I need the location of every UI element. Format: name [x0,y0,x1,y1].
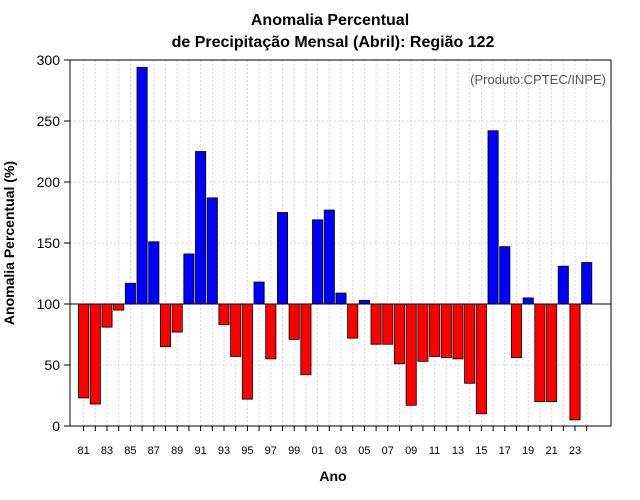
y-axis-ticks: 0 50 100 150 200 250 300 [37,52,70,434]
x-tick-label: 93 [218,445,230,457]
bar-20 [534,303,546,402]
bar-83 [101,303,113,328]
x-tick-label: 13 [452,445,464,457]
x-tick-label: 95 [241,445,253,457]
bar-23 [569,303,581,421]
x-tick-label: 07 [382,445,394,457]
x-axis-label: Ano [319,468,346,484]
bar-06 [370,303,382,345]
y-tick-label: 50 [44,357,60,373]
bar-88 [159,303,171,348]
bar-01 [312,219,324,305]
x-tick-label: 23 [569,445,581,457]
bar-84 [113,303,125,311]
bar-03 [335,292,347,305]
chart-title-line1: Anomalia Percentual [251,12,409,29]
x-tick-label: 11 [429,445,440,457]
bars [78,66,593,421]
bar-19 [522,297,534,305]
y-tick-label: 150 [37,235,61,251]
x-tick-label: 09 [405,445,417,457]
bar-11 [429,303,441,357]
x-tick-label: 97 [265,445,277,457]
x-tick-label: 21 [545,445,557,457]
y-tick-label: 300 [37,52,61,68]
bar-13 [452,303,464,360]
bar-98 [276,212,288,305]
bar-82 [89,303,101,405]
x-tick-label: 01 [311,445,323,457]
x-tick-label: 85 [124,445,136,457]
bar-90 [183,253,195,305]
grid-lines [70,59,611,427]
bar-21 [546,303,558,402]
x-tick-label: 91 [194,445,206,457]
bar-95 [241,303,253,400]
x-tick-label: 15 [475,445,487,457]
bar-92 [206,197,218,305]
y-tick-label: 0 [52,418,60,434]
bar-87 [148,241,160,305]
y-tick-label: 200 [37,174,61,190]
bar-00 [300,303,312,376]
bar-86 [136,66,148,305]
x-tick-label: 89 [171,445,183,457]
x-tick-label: 19 [522,445,534,457]
bar-91 [195,151,207,305]
y-tick-label: 250 [37,113,61,129]
bar-14 [464,303,476,384]
bar-81 [78,303,90,399]
bar-85 [124,282,136,305]
bar-99 [288,303,300,340]
bar-12 [440,303,452,359]
bar-17 [499,246,511,305]
bar-09 [405,303,417,406]
bar-22 [557,265,569,305]
x-tick-label: 81 [77,445,89,457]
x-tick-label: 05 [358,445,370,457]
bar-24 [581,262,593,305]
bar-97 [265,303,277,360]
bar-07 [382,303,394,345]
bar-15 [475,303,487,415]
x-tick-label: 03 [335,445,347,457]
chart-title-line2: de Precipitação Mensal (Abril): Região 1… [172,34,495,51]
y-tick-label: 100 [37,296,61,312]
bar-05 [358,299,370,305]
bar-02 [323,209,335,305]
x-axis-ticks: 81 83 85 87 89 91 93 95 97 99 01 03 05 07 09 11 13 15 17 19… [77,426,588,457]
bar-10 [417,303,429,362]
bar-04 [347,303,359,339]
bar-93 [218,303,230,326]
bar-18 [510,303,522,359]
bar-94 [230,303,242,357]
bar-96 [253,281,265,305]
x-tick-label: 17 [499,445,511,457]
bar-89 [171,303,183,333]
x-tick-label: 99 [288,445,300,457]
bar-08 [393,303,405,365]
x-tick-label: 83 [101,445,113,457]
x-tick-label: 87 [148,445,160,457]
source-note: (Produto:CPTEC/INPE) [470,72,606,87]
y-axis-label: Anomalia Percentual (%) [1,161,17,325]
bar-16 [487,130,499,305]
